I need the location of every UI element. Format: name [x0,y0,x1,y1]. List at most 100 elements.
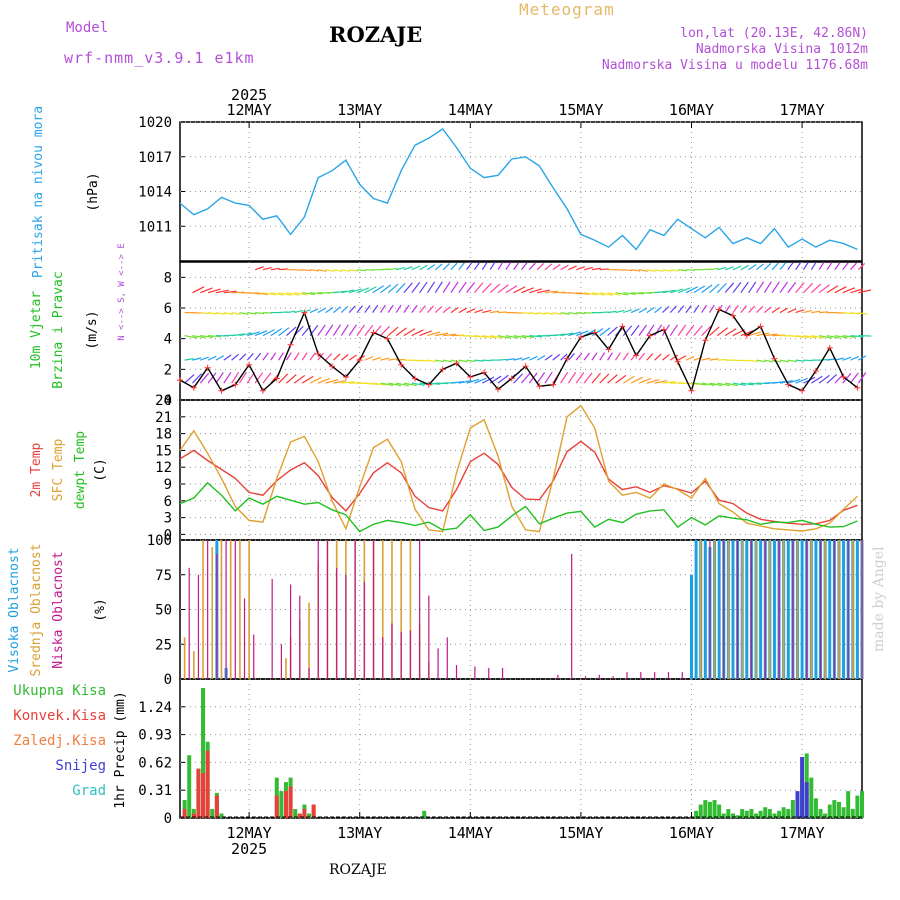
cloud-bar [326,540,329,679]
wind-barb [787,308,797,314]
wind-barb [254,372,264,384]
elevation-text: Nadmorska Visina 1012m [695,42,868,57]
y-tick-label: 0 [164,672,172,688]
wind-barb [247,331,260,337]
wind-barb [207,372,217,384]
wind-barb [215,355,225,361]
precip-bar [297,813,302,818]
wind-barb [607,352,614,361]
wind-barb [615,292,629,296]
cloud-bar [207,540,209,679]
cloud-bar [741,540,743,679]
wind-barb [654,306,662,314]
wind-barb [216,263,223,269]
wind-barb [521,356,531,361]
wind-barb [348,288,362,294]
wind-barb [803,335,817,339]
precip-bar [219,813,224,818]
cloud-bar [409,630,412,679]
wind-barb [254,330,268,337]
wind-barb [818,261,825,270]
wind-barb [340,324,349,336]
precip-bar [205,750,210,818]
wind-barb [638,307,648,314]
wind-barb [607,292,621,296]
wind-barb [709,283,720,294]
wind-marker [660,326,667,333]
wind-barb [552,333,566,337]
cloud-bar [584,676,587,679]
wind-barb [411,281,421,294]
wind-barb [466,378,480,384]
wind-barb [764,359,774,363]
wind-barb [232,265,239,270]
wind-barb [208,263,214,270]
wind-barb [208,335,222,338]
cloud-legend-1: Srednja Oblacnost [29,543,44,676]
wind-barb [255,292,269,296]
wind-barb [325,324,334,336]
wind-barb [583,372,593,384]
cloud-bar [806,540,808,679]
wind-barb [771,306,780,314]
wind-barb [293,374,306,384]
cloud-bar [792,540,794,679]
wind-barb [215,312,225,315]
wind-barb [192,286,205,294]
wind-barb [474,309,484,314]
wind-barb [278,268,288,271]
wind-marker [812,367,819,374]
wind-barb [529,312,539,315]
wind-barb [584,312,594,314]
wind-barb [662,381,676,384]
wind-marker [577,334,584,341]
precip-bar [763,807,768,818]
wind-marker [508,375,515,382]
precip-bar [846,791,851,818]
wind-barb [411,382,425,386]
cloud-bar [769,540,771,679]
wind-barb [238,371,248,384]
wind-barb [646,378,660,384]
y-tick-label: 12 [155,460,172,476]
cloud-bar [717,540,721,679]
cloud-bar [428,595,430,679]
wind-barb [537,289,550,294]
wind-barb [748,264,757,271]
cloud-bar [667,672,670,679]
precip-bar [707,801,712,818]
cloud-bar [626,672,628,679]
wind-speed-line [179,308,858,393]
wind-barb [364,286,377,294]
wind-barb [631,292,645,295]
wind-barb [623,292,637,296]
y-tick-label: 1014 [138,185,172,201]
wind-marker [481,369,488,376]
wind-barb [278,311,288,314]
wind-barb [513,312,523,314]
wind-barb [278,373,289,384]
wind-barb [795,335,809,338]
temperature-unit-label: (C) [93,458,108,481]
day-label-top: 13MAY [337,101,382,119]
station-title: ROZAJE [329,22,423,47]
wind-barb [395,266,406,271]
wind-barb [740,281,749,294]
wind-barb [622,352,629,361]
wind-barb [740,382,754,386]
wind-barb [396,382,409,387]
wind-barb [763,306,772,314]
cloud-bar [778,540,780,679]
wind-barb [403,328,416,337]
wind-barb [787,281,797,294]
wind-barb [740,359,750,362]
wind-barb [489,261,496,270]
wind-barb [756,305,764,314]
cloud-bar [800,540,804,679]
wind-barb [669,354,679,361]
cloud-bar [819,540,822,679]
wind-marker [729,312,736,319]
wind-marker [315,351,322,357]
wind-barb [528,262,536,271]
wind-barb [732,359,742,362]
